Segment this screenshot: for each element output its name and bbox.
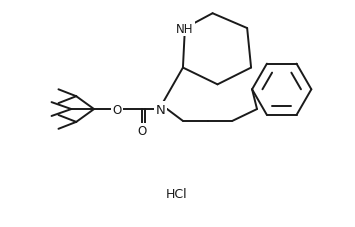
Text: HCl: HCl [166, 187, 188, 200]
Text: NH: NH [176, 22, 194, 35]
Text: N: N [155, 103, 165, 116]
Text: O: O [138, 125, 147, 138]
Text: O: O [112, 103, 121, 116]
